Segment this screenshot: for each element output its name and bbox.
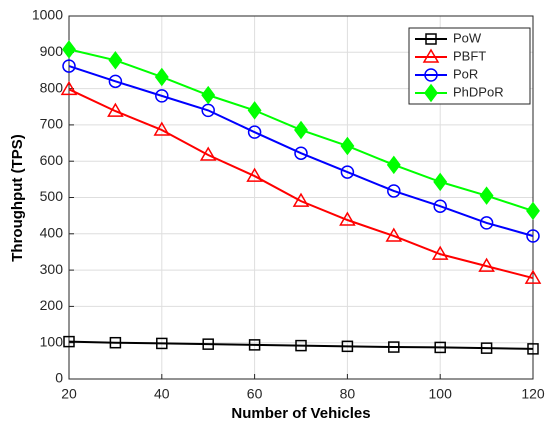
marker <box>247 101 262 120</box>
marker <box>248 339 261 351</box>
marker <box>478 257 495 272</box>
marker <box>202 338 214 350</box>
y-tick-label: 700 <box>40 116 64 132</box>
series-line <box>68 88 534 280</box>
marker <box>434 341 446 354</box>
marker <box>526 229 540 243</box>
x-tick-label: 80 <box>340 386 356 402</box>
marker <box>108 74 123 89</box>
y-tick-label: 400 <box>40 225 64 241</box>
marker <box>108 51 123 70</box>
y-tick-label: 200 <box>40 297 64 313</box>
y-tick-label: 900 <box>40 43 64 59</box>
x-tick-label: 40 <box>154 386 170 402</box>
legend-label: PBFT <box>453 48 486 63</box>
marker <box>201 85 216 105</box>
plot-frame <box>68 15 534 380</box>
marker <box>154 67 169 87</box>
marker <box>62 40 76 59</box>
x-tick-label: 20 <box>61 386 77 402</box>
marker <box>433 172 448 192</box>
marker <box>524 269 542 284</box>
marker <box>339 211 356 226</box>
marker <box>109 336 122 349</box>
series-line <box>68 340 534 350</box>
marker <box>433 199 447 213</box>
legend-label: PhDPoR <box>453 84 504 99</box>
marker <box>340 165 355 179</box>
marker <box>295 339 307 352</box>
marker <box>480 342 493 354</box>
x-tick-label: 60 <box>247 386 263 402</box>
marker <box>155 89 169 103</box>
marker <box>153 121 171 136</box>
marker <box>107 102 124 117</box>
legend-label: PoW <box>453 30 482 45</box>
marker <box>341 340 354 353</box>
marker <box>385 227 403 242</box>
marker <box>294 120 308 140</box>
marker <box>424 68 438 82</box>
series-line <box>68 65 534 237</box>
marker <box>386 155 401 175</box>
marker <box>294 146 308 160</box>
marker <box>479 186 494 205</box>
marker <box>156 337 168 350</box>
marker <box>340 136 355 156</box>
y-tick-label: 1000 <box>32 7 63 23</box>
marker <box>246 167 263 182</box>
marker <box>247 125 262 139</box>
y-tick-label: 800 <box>40 79 64 95</box>
marker <box>422 48 440 63</box>
legend-label: PoR <box>453 66 478 81</box>
y-tick-label: 300 <box>40 261 64 277</box>
x-axis-label: Number of Vehicles <box>231 405 370 422</box>
marker <box>199 146 217 161</box>
y-tick-label: 100 <box>40 333 64 349</box>
marker <box>431 245 449 260</box>
marker <box>292 192 310 207</box>
marker <box>425 33 437 45</box>
x-tick-label: 100 <box>429 386 453 402</box>
y-axis-label: Throughput (TPS) <box>9 134 26 261</box>
y-tick-label: 0 <box>55 370 63 386</box>
marker <box>60 80 78 96</box>
marker <box>527 343 539 355</box>
y-tick-label: 500 <box>40 188 64 204</box>
marker <box>63 335 75 348</box>
x-tick-label: 120 <box>521 386 545 402</box>
marker <box>526 201 540 221</box>
marker <box>479 216 494 230</box>
marker <box>62 59 76 73</box>
marker <box>387 184 401 198</box>
y-tick-label: 600 <box>40 152 64 168</box>
marker <box>388 341 400 353</box>
marker <box>424 83 438 103</box>
